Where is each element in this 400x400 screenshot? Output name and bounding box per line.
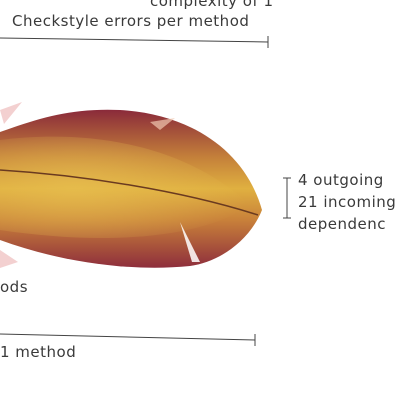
- feather: [0, 102, 262, 268]
- feather-shaft: [0, 169, 259, 216]
- feather-barb: [0, 250, 18, 268]
- bottom-label: 1 method: [0, 343, 76, 361]
- top-partial-label: complexity of 1: [150, 0, 274, 10]
- top-scale-line: [0, 37, 269, 43]
- bottom-scale-line: [0, 333, 256, 341]
- incoming-label: 21 incoming: [298, 193, 396, 211]
- feather-barb: [150, 118, 175, 130]
- feather-slit: [180, 222, 200, 262]
- feather-barb: [0, 102, 22, 124]
- dependencies-label: dependenc: [298, 215, 386, 233]
- outgoing-label: 4 outgoing: [298, 171, 384, 189]
- title-label: Checkstyle errors per method: [12, 12, 249, 30]
- feather-glow: [0, 136, 250, 238]
- left-label: ods: [0, 278, 28, 296]
